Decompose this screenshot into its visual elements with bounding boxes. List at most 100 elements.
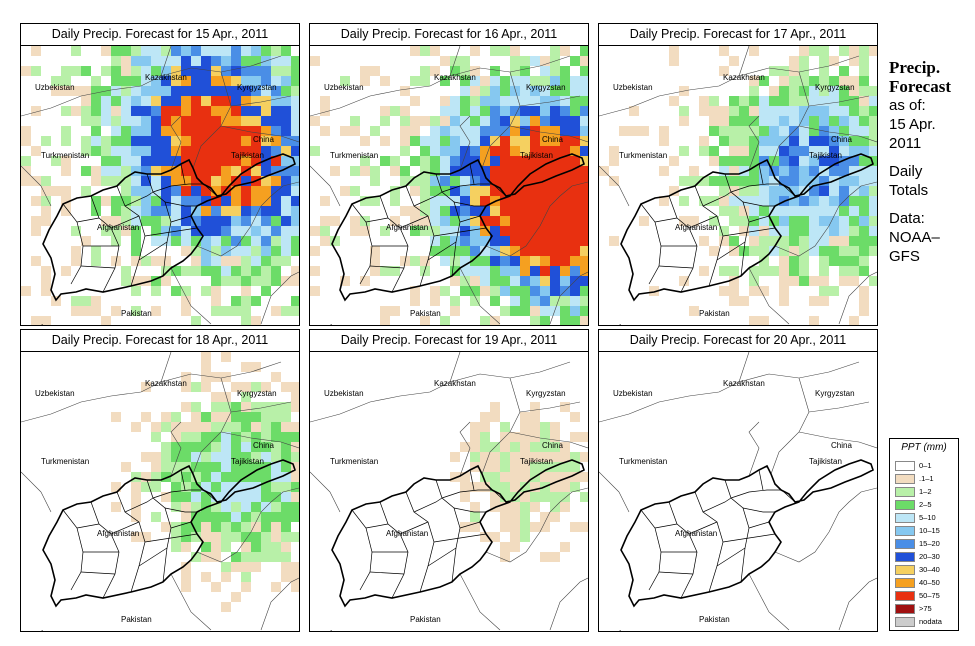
province-border — [164, 507, 197, 513]
precip-cell — [71, 246, 81, 256]
precip-cell — [729, 266, 739, 276]
country-label-pakistan: Pakistan — [410, 615, 441, 624]
precip-cell — [550, 452, 560, 462]
precip-cell — [570, 522, 580, 532]
precip-cell — [669, 56, 679, 66]
precip-cell — [450, 176, 460, 186]
precip-cell — [490, 412, 500, 422]
precip-cell — [191, 116, 201, 126]
precip-cell — [241, 156, 251, 166]
province-border — [640, 509, 662, 591]
precip-cell — [151, 472, 161, 482]
precip-cell — [470, 66, 480, 76]
precip-cell — [570, 256, 580, 266]
precip-cell — [211, 156, 221, 166]
precip-cell — [251, 522, 261, 532]
province-border — [427, 547, 457, 567]
precip-cell — [819, 86, 829, 96]
legend-item: 20–30 — [895, 552, 957, 562]
precip-cell — [191, 236, 201, 246]
precip-cell — [809, 146, 819, 156]
precip-cell — [310, 116, 320, 126]
precip-cell — [859, 186, 869, 196]
precip-cell — [759, 136, 769, 146]
precip-cell — [271, 196, 281, 206]
precip-cell — [151, 136, 161, 146]
precip-cell — [161, 206, 171, 216]
precip-cell — [271, 186, 281, 196]
precip-cell — [819, 286, 829, 296]
precip-cell — [580, 296, 588, 306]
precip-cell — [271, 482, 281, 492]
precip-cell — [191, 196, 201, 206]
precip-cell — [151, 216, 161, 226]
precip-cell — [181, 512, 191, 522]
precip-cell — [849, 216, 859, 226]
precip-cell — [540, 186, 550, 196]
province-border — [730, 183, 781, 193]
precip-cell — [789, 256, 799, 266]
precip-cell — [261, 246, 271, 256]
precip-cell — [829, 256, 839, 266]
precip-cell — [769, 176, 779, 186]
precip-cell — [291, 206, 299, 216]
precip-cell — [500, 86, 510, 96]
precip-cell — [241, 206, 251, 216]
precip-cell — [570, 106, 580, 116]
precip-cell — [540, 462, 550, 472]
precip-cell — [869, 196, 877, 206]
precip-cell — [181, 582, 191, 592]
precip-cell — [241, 452, 251, 462]
precip-cell — [281, 502, 291, 512]
precip-cell — [560, 442, 570, 452]
precip-cell — [211, 462, 221, 472]
precip-cell — [580, 522, 588, 532]
precip-cell — [749, 76, 759, 86]
precip-cell — [211, 236, 221, 246]
precip-cell — [580, 106, 588, 116]
precip-cell — [41, 186, 51, 196]
precip-cell — [360, 156, 370, 166]
precip-cell — [400, 116, 410, 126]
precip-cell — [729, 126, 739, 136]
precip-cell — [131, 512, 141, 522]
precip-cell — [819, 296, 829, 306]
precip-cell — [749, 236, 759, 246]
precip-cell — [281, 56, 291, 66]
precip-cell — [171, 156, 181, 166]
precip-cell — [540, 522, 550, 532]
precip-cell — [460, 106, 470, 116]
precip-cell — [550, 146, 560, 156]
precip-cell — [251, 246, 261, 256]
precip-cell — [520, 116, 530, 126]
precip-cell — [500, 472, 510, 482]
precip-cell — [291, 106, 299, 116]
precip-cell — [310, 146, 320, 156]
precip-cell — [749, 246, 759, 256]
province-border — [654, 523, 678, 529]
precip-cell — [789, 76, 799, 86]
precip-cell — [291, 76, 299, 86]
precip-cell — [221, 126, 231, 136]
precip-cell — [141, 76, 151, 86]
precip-cell — [141, 382, 151, 392]
precip-cell — [211, 472, 221, 482]
precip-cell — [849, 266, 859, 276]
precip-cell — [231, 502, 241, 512]
precip-cell — [261, 116, 271, 126]
precip-cell — [500, 206, 510, 216]
precip-cell — [261, 106, 271, 116]
precip-cell — [460, 276, 470, 286]
precip-cell — [490, 46, 500, 56]
precip-cell — [400, 166, 410, 176]
precip-cell — [540, 296, 550, 306]
precip-cell — [849, 116, 859, 126]
precip-cell — [251, 316, 261, 325]
precip-cell — [320, 106, 330, 116]
legend-item: 5–10 — [895, 513, 957, 523]
precip-cell — [191, 402, 201, 412]
precip-cell — [560, 402, 570, 412]
precip-cell — [251, 46, 261, 56]
precip-cell — [570, 246, 580, 256]
precip-cell — [849, 76, 859, 86]
